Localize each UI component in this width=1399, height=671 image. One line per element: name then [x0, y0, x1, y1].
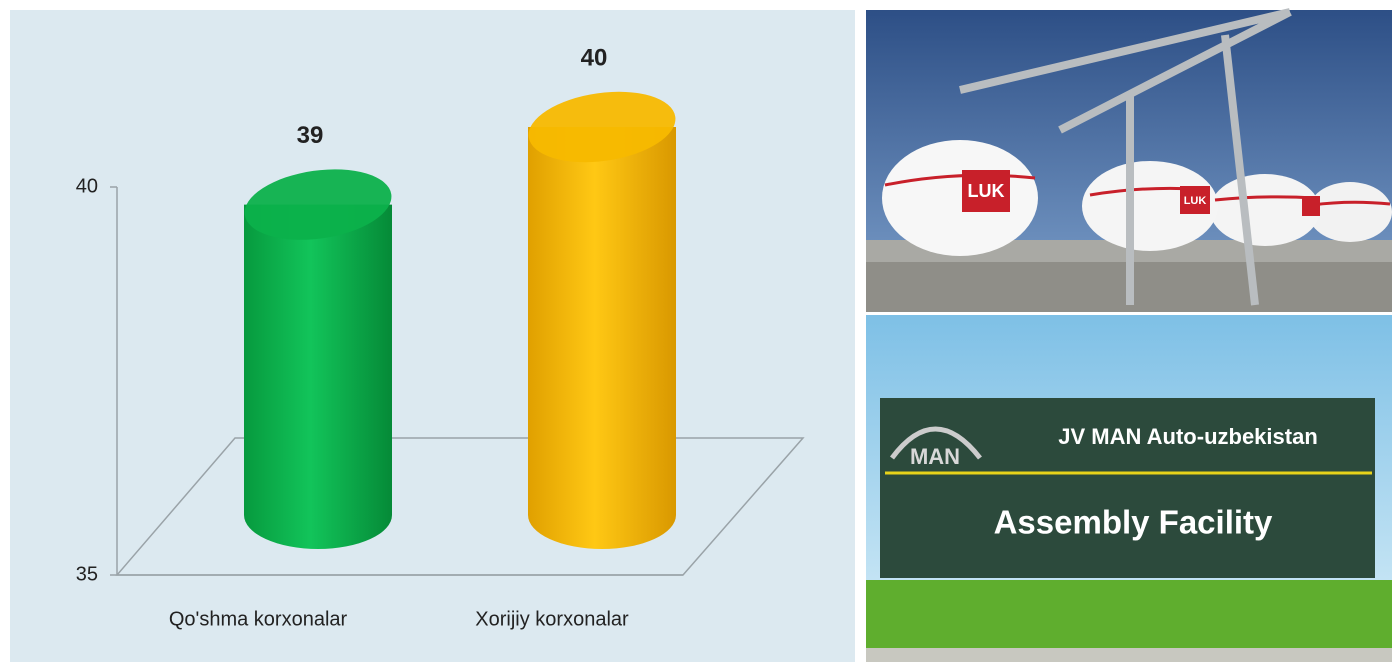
x-tick-label: Xorijiy korxonalar [475, 608, 629, 630]
page: {"chart_data": {"type": "bar", "categori… [0, 0, 1399, 666]
slide: 35 40 Qo'shma korxonalar 39 Xorijiy korxonal… [0, 0, 1399, 666]
sign-company: JV MAN Auto-uzbekistan [1058, 424, 1318, 449]
x-tick-label: Qo'shma korxonalar [169, 608, 348, 630]
photo-tanks: LUK LUK [866, 10, 1392, 312]
bar [240, 161, 396, 549]
sign-title: Assembly Facility [994, 504, 1273, 541]
y-tick-label: 35 [76, 563, 98, 585]
chart-panel [10, 10, 855, 662]
sign-logo: MAN [910, 444, 960, 469]
bar-body [244, 205, 392, 549]
bar-body [528, 127, 676, 549]
tank-logo: LUK [968, 181, 1005, 201]
value-label: 40 [581, 44, 608, 71]
photo-sign: MAN JV MAN Auto-uzbekistan Assembly Faci… [866, 315, 1392, 662]
bar [524, 83, 680, 549]
tank-logo: LUK [1184, 195, 1207, 207]
value-label: 39 [297, 122, 324, 149]
y-tick-label: 40 [76, 175, 98, 197]
